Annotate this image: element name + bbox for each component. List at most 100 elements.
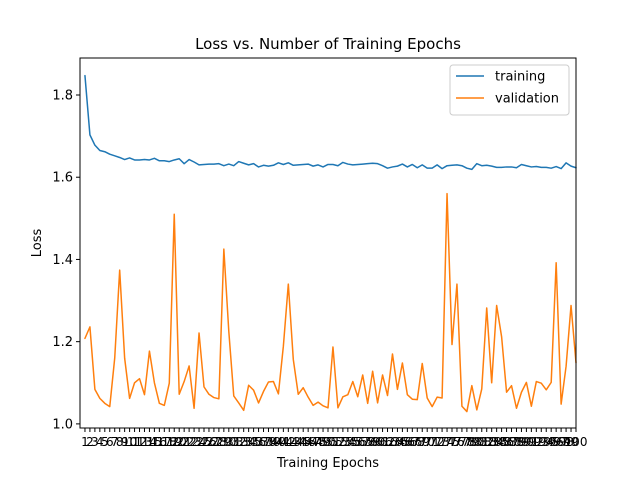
x-tick-label: 28 bbox=[211, 435, 226, 449]
x-tick-label: 41 bbox=[276, 435, 291, 449]
y-tick-label: 1.6 bbox=[52, 171, 73, 186]
x-tick-label: 70 bbox=[420, 435, 435, 449]
y-tick-label: 1.4 bbox=[52, 253, 73, 268]
x-tick-label: 74 bbox=[439, 435, 454, 449]
x-tick-label: 1 bbox=[81, 435, 89, 449]
x-tick-label: 62 bbox=[380, 435, 395, 449]
x-tick-label: 42 bbox=[281, 435, 296, 449]
y-tick-label: 1.0 bbox=[52, 417, 73, 432]
x-tick-label: 97 bbox=[553, 435, 568, 449]
x-tick-label: 71 bbox=[425, 435, 440, 449]
x-tick-label: 55 bbox=[345, 435, 360, 449]
legend-label-training: training bbox=[495, 70, 545, 85]
x-axis: 1234567891011121314151617181920212223242… bbox=[81, 428, 587, 449]
x-tick-label: 12 bbox=[132, 435, 147, 449]
x-tick-label: 92 bbox=[529, 435, 544, 449]
x-tick-label: 15 bbox=[147, 435, 162, 449]
x-tick-label: 9 bbox=[121, 435, 129, 449]
x-tick-label: 75 bbox=[444, 435, 459, 449]
x-tick-label: 58 bbox=[360, 435, 375, 449]
x-tick-label: 90 bbox=[519, 435, 534, 449]
x-tick-label: 23 bbox=[186, 435, 201, 449]
x-tick-label: 38 bbox=[261, 435, 276, 449]
x-tick-label: 99 bbox=[563, 435, 578, 449]
x-tick-label: 16 bbox=[152, 435, 167, 449]
y-axis-label: Loss bbox=[30, 229, 45, 258]
x-tick-label: 86 bbox=[499, 435, 514, 449]
x-tick-label: 5 bbox=[101, 435, 109, 449]
x-tick-label: 83 bbox=[484, 435, 499, 449]
x-tick-label: 56 bbox=[350, 435, 365, 449]
x-tick-label: 30 bbox=[221, 435, 236, 449]
x-tick-label: 48 bbox=[310, 435, 325, 449]
x-tick-label: 25 bbox=[196, 435, 211, 449]
x-tick-label: 94 bbox=[539, 435, 554, 449]
x-tick-label: 43 bbox=[286, 435, 301, 449]
x-tick-label: 37 bbox=[256, 435, 271, 449]
x-tick-label: 27 bbox=[206, 435, 221, 449]
x-tick-label: 40 bbox=[271, 435, 286, 449]
x-tick-label: 73 bbox=[434, 435, 449, 449]
x-tick-label: 76 bbox=[449, 435, 464, 449]
x-tick-label: 39 bbox=[266, 435, 281, 449]
x-tick-label: 72 bbox=[429, 435, 444, 449]
x-tick-label: 77 bbox=[454, 435, 469, 449]
x-tick-label: 6 bbox=[106, 435, 114, 449]
x-tick-label: 3 bbox=[91, 435, 99, 449]
x-tick-label: 18 bbox=[162, 435, 177, 449]
legend: training validation bbox=[449, 64, 570, 116]
legend-label-validation: validation bbox=[495, 92, 559, 107]
x-tick-label: 64 bbox=[390, 435, 405, 449]
x-tick-label: 36 bbox=[251, 435, 266, 449]
x-tick-label: 20 bbox=[172, 435, 187, 449]
x-tick-label: 66 bbox=[400, 435, 415, 449]
x-tick-label: 34 bbox=[241, 435, 256, 449]
x-tick-label: 19 bbox=[167, 435, 182, 449]
x-tick-label: 93 bbox=[534, 435, 549, 449]
x-axis-label: Training Epochs bbox=[276, 456, 379, 471]
chart-title: Loss vs. Number of Training Epochs bbox=[195, 35, 461, 53]
x-tick-label: 32 bbox=[231, 435, 246, 449]
x-tick-label: 17 bbox=[157, 435, 172, 449]
x-tick-label: 8 bbox=[116, 435, 124, 449]
x-tick-label: 4 bbox=[96, 435, 104, 449]
x-tick-label: 29 bbox=[216, 435, 231, 449]
x-tick-label: 96 bbox=[549, 435, 564, 449]
y-tick-label: 1.8 bbox=[52, 89, 73, 104]
x-tick-label: 51 bbox=[325, 435, 340, 449]
x-tick-label: 7 bbox=[111, 435, 119, 449]
legend-box bbox=[449, 64, 570, 116]
x-tick-label: 14 bbox=[142, 435, 157, 449]
x-tick-label: 53 bbox=[335, 435, 350, 449]
x-tick-label: 69 bbox=[415, 435, 430, 449]
x-tick-label: 63 bbox=[385, 435, 400, 449]
x-tick-label: 67 bbox=[405, 435, 420, 449]
x-tick-label: 59 bbox=[365, 435, 380, 449]
x-tick-label: 49 bbox=[315, 435, 330, 449]
x-tick-label: 85 bbox=[494, 435, 509, 449]
x-tick-label: 45 bbox=[296, 435, 311, 449]
x-tick-label: 13 bbox=[137, 435, 152, 449]
x-tick-label: 88 bbox=[509, 435, 524, 449]
x-tick-label: 60 bbox=[370, 435, 385, 449]
x-tick-label: 21 bbox=[177, 435, 192, 449]
x-tick-label: 54 bbox=[340, 435, 355, 449]
x-tick-label: 31 bbox=[226, 435, 241, 449]
x-tick-label: 100 bbox=[565, 435, 588, 449]
x-tick-label: 87 bbox=[504, 435, 519, 449]
x-tick-label: 95 bbox=[544, 435, 559, 449]
x-tick-label: 2 bbox=[86, 435, 94, 449]
x-tick-label: 61 bbox=[375, 435, 390, 449]
x-tick-label: 89 bbox=[514, 435, 529, 449]
series-line-validation bbox=[84, 192, 577, 413]
x-tick-label: 79 bbox=[464, 435, 479, 449]
x-tick-label: 80 bbox=[469, 435, 484, 449]
x-tick-label: 84 bbox=[489, 435, 504, 449]
x-tick-label: 24 bbox=[191, 435, 206, 449]
x-tick-label: 68 bbox=[410, 435, 425, 449]
x-tick-label: 33 bbox=[236, 435, 251, 449]
x-tick-label: 65 bbox=[395, 435, 410, 449]
x-tick-label: 44 bbox=[291, 435, 306, 449]
x-tick-label: 10 bbox=[122, 435, 137, 449]
